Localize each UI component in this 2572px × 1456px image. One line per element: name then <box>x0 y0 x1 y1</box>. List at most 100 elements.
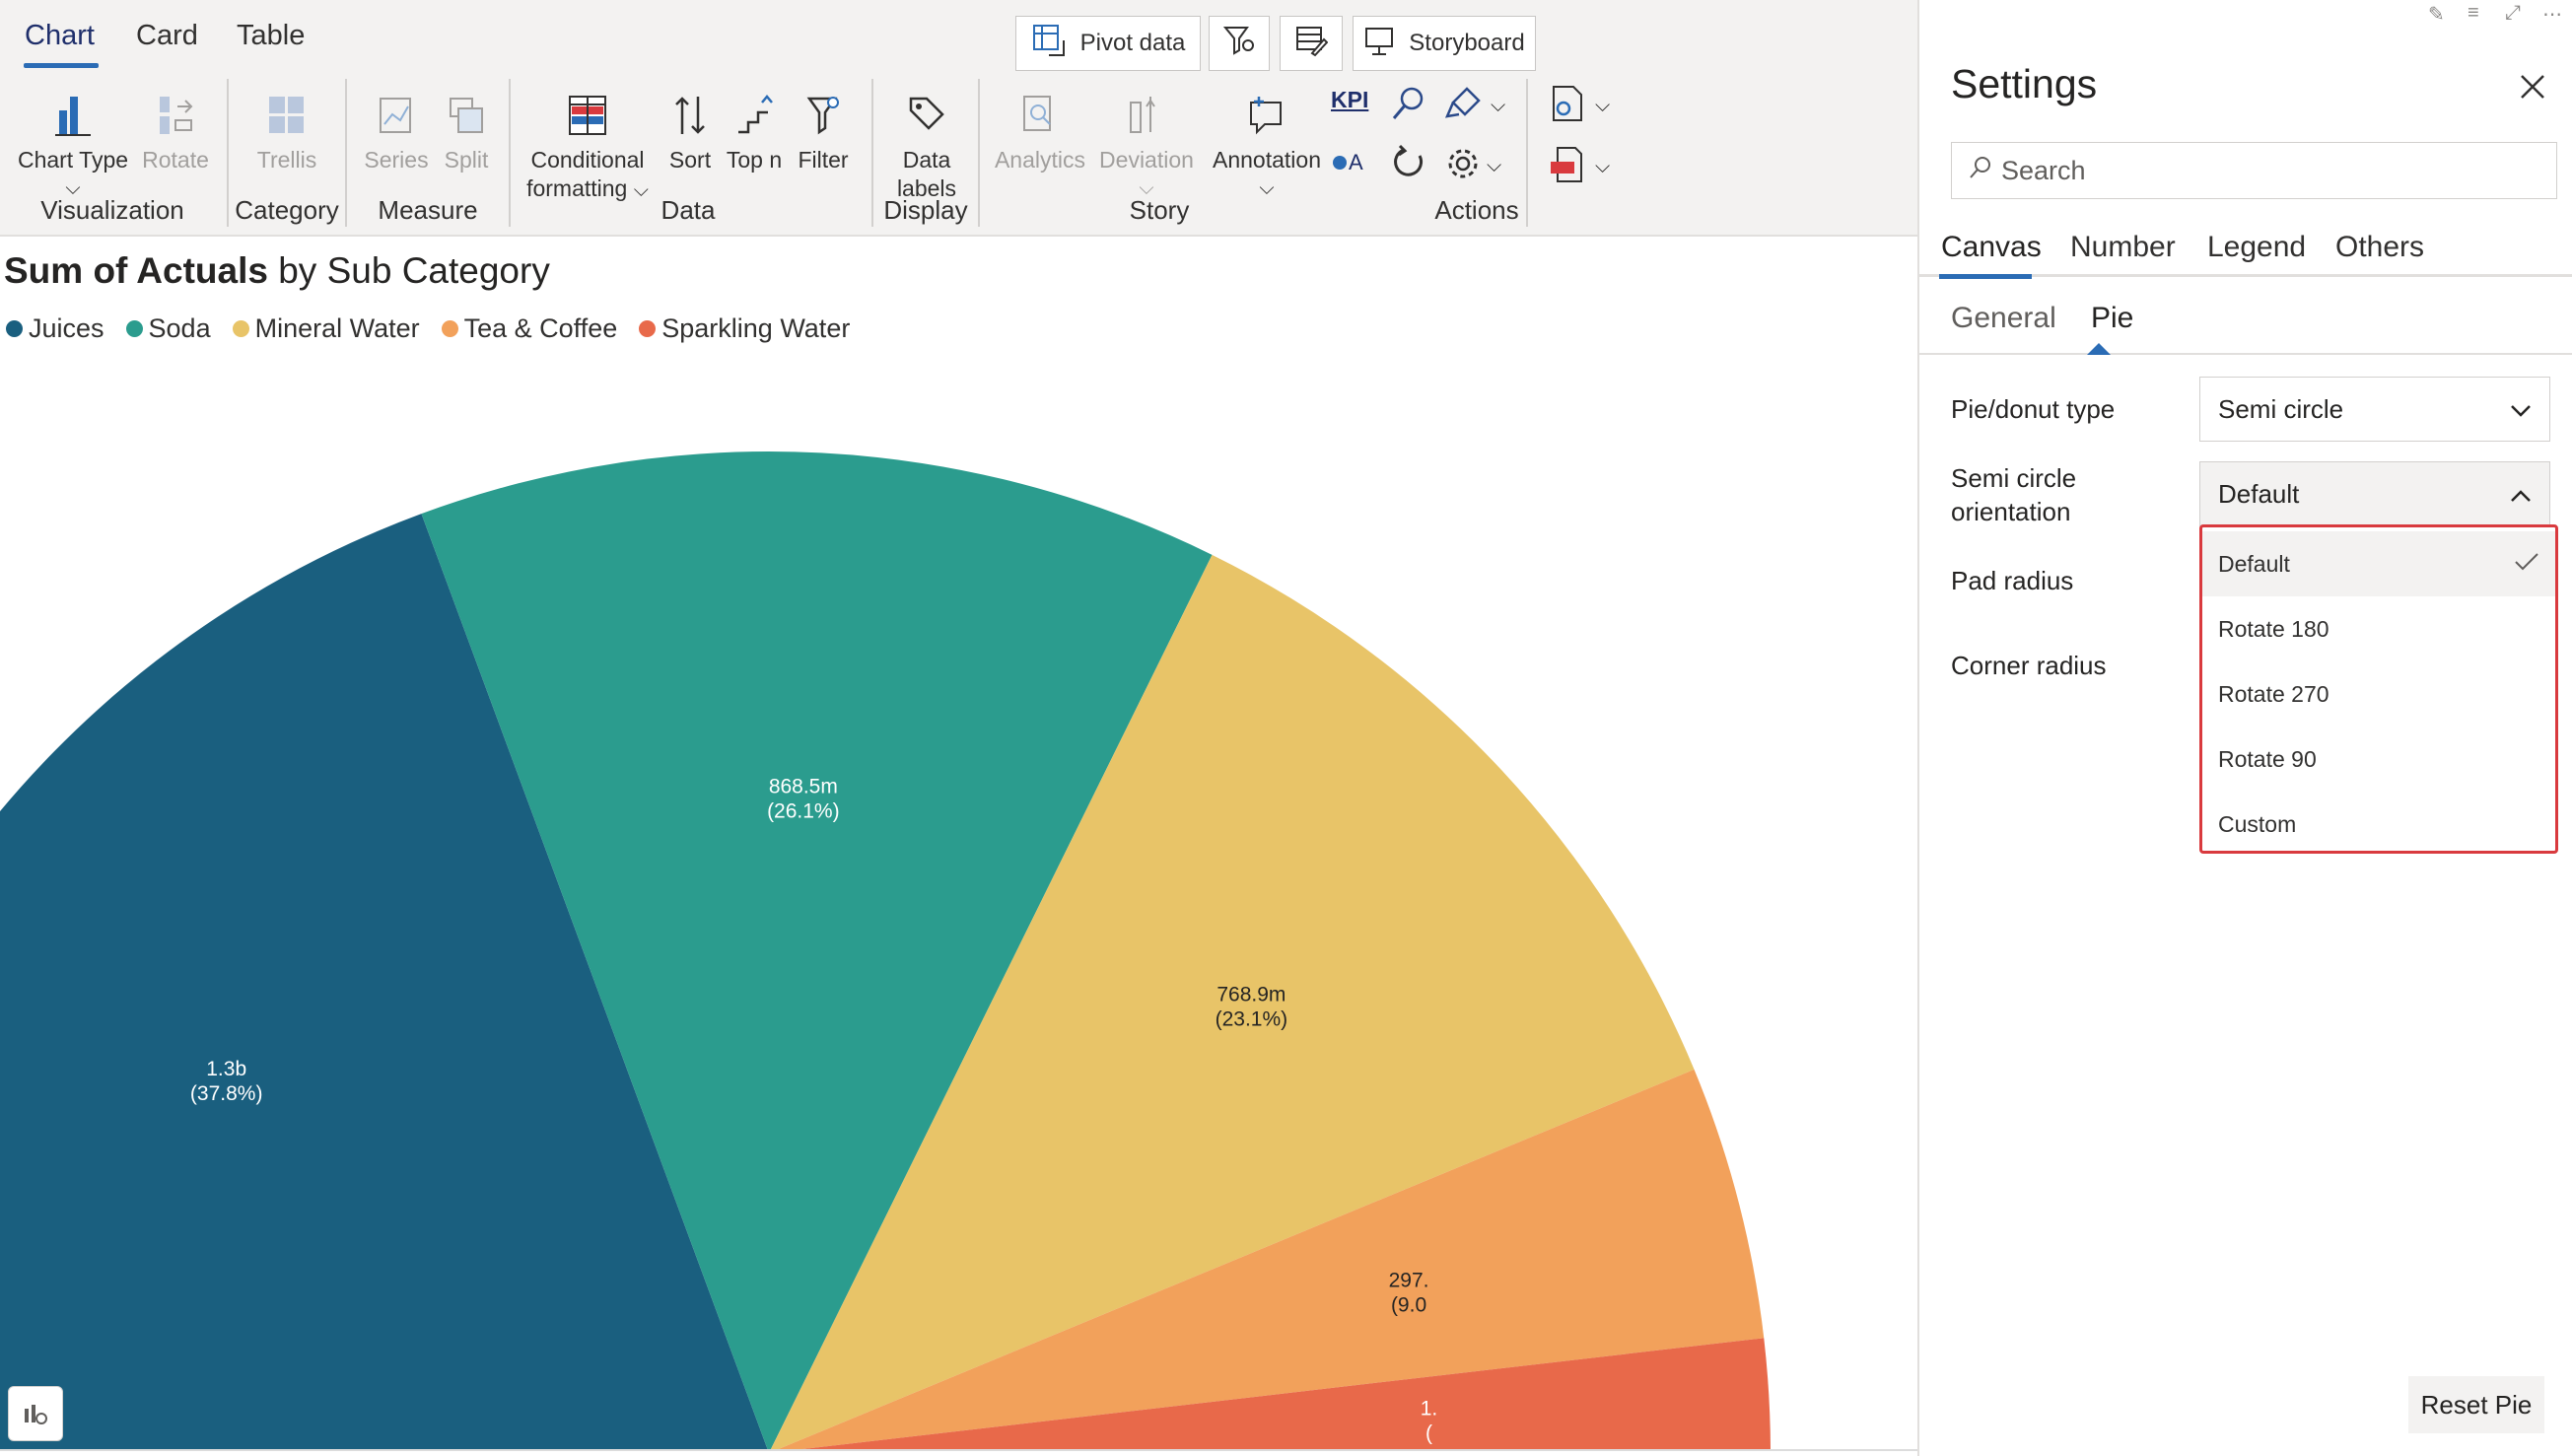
legend-item-juices[interactable]: Juices <box>6 313 104 344</box>
export-settings-button[interactable]: ⌵ <box>1548 83 1610 129</box>
legend-marker <box>232 320 249 337</box>
legend-item-tea-coffee[interactable]: Tea & Coffee <box>441 313 617 344</box>
kpi-button[interactable]: KPI <box>1331 87 1369 112</box>
option-rotate-180[interactable]: Rotate 180 <box>2218 615 2329 642</box>
conditional-formatting-icon <box>567 77 608 138</box>
top-n-icon <box>734 77 774 138</box>
object-alignment-button[interactable]: A <box>1333 150 1363 175</box>
chevron-down-icon: ⌵ <box>1595 95 1611 116</box>
group-category: Category <box>235 195 339 225</box>
ribbon-separator <box>1526 79 1528 227</box>
split-button[interactable]: Split <box>434 77 499 174</box>
chevron-down-icon: ⌵ <box>1491 95 1506 116</box>
corner-radius-label: Corner radius <box>1951 651 2107 680</box>
pdf-icon <box>1548 144 1587 190</box>
subtab-pie[interactable]: Pie <box>2091 302 2134 334</box>
refresh-icon[interactable] <box>1390 144 1427 186</box>
chart-baseline <box>0 1449 1917 1451</box>
series-icon <box>377 77 416 138</box>
table-edit-button[interactable] <box>1280 16 1343 71</box>
subtab-general[interactable]: General <box>1951 302 2056 334</box>
magnify-icon[interactable] <box>1390 85 1427 127</box>
document-gear-icon <box>1548 83 1587 129</box>
annotation-button[interactable]: Annotation ⌵ <box>1205 77 1329 203</box>
pie-slice-sparkling-water[interactable] <box>769 1338 1771 1449</box>
analytics-button[interactable]: Analytics <box>990 77 1090 174</box>
data-label-juices: 1.3b (37.8%) <box>190 1058 263 1105</box>
tab-number[interactable]: Number <box>2070 231 2176 263</box>
dot-icon <box>1333 156 1347 170</box>
deviation-button[interactable]: Deviation ⌵ <box>1092 77 1201 203</box>
storyboard-button[interactable]: Storyboard <box>1353 16 1536 71</box>
check-icon <box>2514 551 2539 578</box>
rotate-button[interactable]: Rotate <box>138 77 213 174</box>
chevron-down-icon: ⌵ <box>1595 156 1611 177</box>
chart-options-icon[interactable] <box>8 1386 63 1441</box>
tab-others[interactable]: Others <box>2335 231 2425 263</box>
legend-item-mineral-water[interactable]: Mineral Water <box>232 313 420 344</box>
data-label-soda: 868.5m (26.1%) <box>767 775 840 822</box>
pie-slice-tea-coffee[interactable] <box>769 1069 1765 1449</box>
option-custom[interactable]: Custom <box>2218 810 2297 837</box>
pin-icon[interactable]: ✎ <box>2428 4 2445 26</box>
chevron-up-icon <box>2510 479 2532 510</box>
top-n-button[interactable]: Top n <box>720 77 789 174</box>
active-subtab-caret <box>2087 341 2111 360</box>
legend-marker <box>639 320 657 337</box>
export-pdf-button[interactable]: ⌵ <box>1548 144 1610 190</box>
pad-radius-label: Pad radius <box>1951 566 2074 595</box>
data-labels-button[interactable]: Data labels <box>883 77 970 203</box>
filter-settings-button[interactable] <box>1209 16 1270 71</box>
close-icon[interactable] <box>2519 73 2546 105</box>
bar-chart-icon <box>53 77 93 138</box>
analytics-icon <box>1020 77 1060 138</box>
expand-icon[interactable]: ⤢ <box>2505 2 2521 24</box>
active-tab-indicator <box>24 63 99 68</box>
chart-type-button[interactable]: Chart Type ⌵ <box>14 77 132 203</box>
legend-item-soda[interactable]: Soda <box>125 313 211 344</box>
option-default[interactable]: Default <box>2202 531 2555 596</box>
chevron-down-icon: ⌵ <box>1139 177 1154 199</box>
paint-brush-icon <box>1444 85 1485 127</box>
active-tab-indicator <box>1939 274 2032 279</box>
ribbon-separator <box>978 79 980 227</box>
sort-icon <box>672 77 708 138</box>
chevron-down-icon: ⌵ <box>633 179 649 201</box>
sort-button[interactable]: Sort <box>662 77 718 174</box>
option-rotate-90[interactable]: Rotate 90 <box>2218 745 2317 772</box>
filter-lines-icon[interactable]: ≡ <box>2468 2 2479 24</box>
pie-type-dropdown[interactable]: Semi circle <box>2199 377 2550 442</box>
tab-legend[interactable]: Legend <box>2207 231 2307 263</box>
chevron-down-icon: ⌵ <box>1487 155 1502 176</box>
data-label-sparkling-water: 1.( <box>1421 1397 1438 1444</box>
table-edit-icon <box>1294 24 1329 64</box>
group-data: Data <box>660 195 716 225</box>
tab-card[interactable]: Card <box>136 20 198 51</box>
trellis-icon <box>266 77 308 138</box>
settings-search-input[interactable]: Search <box>1951 142 2557 199</box>
pivot-data-button[interactable]: Pivot data <box>1015 16 1201 71</box>
subtab-divider <box>1919 353 2572 355</box>
orientation-dropdown[interactable]: Default <box>2199 461 2550 526</box>
conditional-formatting-button[interactable]: Conditional formatting ⌵ <box>521 77 655 205</box>
option-rotate-270[interactable]: Rotate 270 <box>2218 680 2329 707</box>
legend-marker <box>6 320 23 337</box>
legend-item-sparkling-water[interactable]: Sparkling Water <box>639 313 850 344</box>
pie-slice-soda[interactable] <box>421 451 1213 1449</box>
settings-gear-button[interactable]: ⌵ <box>1445 146 1501 186</box>
format-brush-button[interactable]: ⌵ <box>1444 85 1506 127</box>
search-placeholder: Search <box>2001 155 2086 185</box>
trellis-button[interactable]: Trellis <box>244 77 329 174</box>
tab-canvas[interactable]: Canvas <box>1941 231 2042 263</box>
pie-slice-mineral-water[interactable] <box>769 554 1695 1449</box>
reset-pie-button[interactable]: Reset Pie <box>2408 1376 2544 1433</box>
series-button[interactable]: Series <box>361 77 432 174</box>
chart-legend: Juices Soda Mineral Water Tea & Coffee S… <box>6 313 850 344</box>
filter-button[interactable]: Filter <box>791 77 856 174</box>
tab-chart[interactable]: Chart <box>25 20 95 51</box>
tab-table[interactable]: Table <box>237 20 306 51</box>
more-options-icon[interactable]: ⋯ <box>2542 4 2562 26</box>
annotation-icon <box>1245 77 1288 138</box>
pie-slice-juices[interactable] <box>0 514 769 1449</box>
ribbon-separator <box>509 79 511 227</box>
